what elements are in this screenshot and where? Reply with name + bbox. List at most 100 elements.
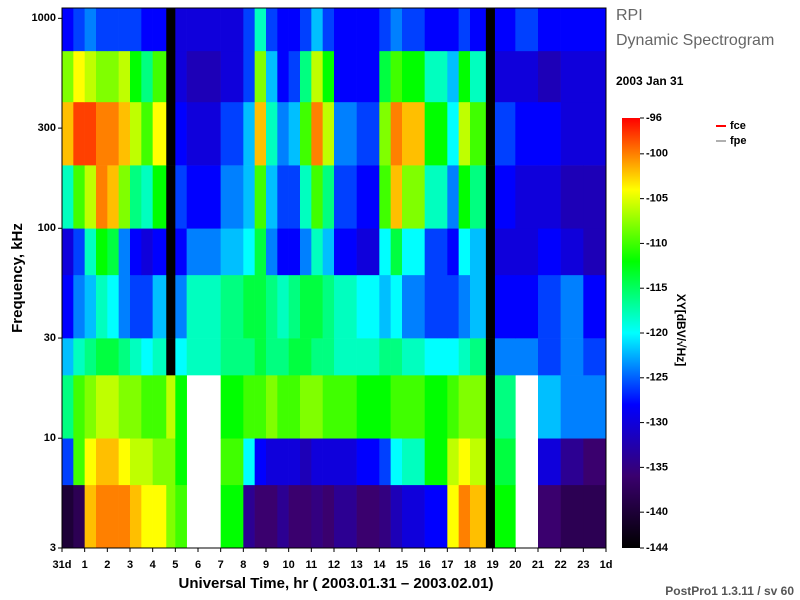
- heatmap-cell: [254, 375, 267, 439]
- heatmap-cell: [447, 338, 459, 376]
- heatmap-cell: [175, 228, 187, 276]
- heatmap-cell: [266, 228, 278, 276]
- heatmap-cell: [175, 101, 187, 166]
- heatmap-cell: [73, 101, 85, 166]
- heatmap-cell: [379, 165, 391, 229]
- y-tick-label: 3: [50, 542, 56, 554]
- colorbar-title: XY[dBV/√Hz]: [674, 294, 688, 367]
- heatmap-cell: [300, 274, 312, 339]
- heatmap-cell: [243, 228, 255, 276]
- heatmap-cell: [424, 8, 448, 52]
- heatmap-cell: [73, 484, 85, 549]
- x-tick-label: 16: [419, 559, 431, 571]
- heatmap-cell: [334, 438, 357, 486]
- heatmap-cell: [515, 228, 539, 276]
- heatmap-cell: [583, 338, 607, 376]
- heatmap-cell: [288, 274, 301, 339]
- x-tick-label: 1d: [600, 559, 613, 571]
- heatmap-cell: [424, 338, 448, 376]
- heatmap-cell: [485, 8, 496, 52]
- heatmap-cell: [118, 228, 131, 276]
- heatmap-cell: [186, 101, 221, 166]
- heatmap-cell: [186, 228, 221, 276]
- heatmap-cell: [458, 438, 471, 486]
- heatmap-cell: [73, 274, 85, 339]
- heatmap-cell: [288, 50, 301, 103]
- heatmap-cell: [118, 165, 131, 229]
- heatmap-cell: [96, 165, 108, 229]
- heatmap-cell: [254, 50, 267, 103]
- heatmap-cell: [73, 50, 85, 103]
- heatmap-cell: [402, 8, 425, 52]
- heatmap-cell: [84, 50, 97, 103]
- heatmap-cell: [130, 101, 142, 166]
- x-tick-label: 6: [195, 559, 201, 571]
- heatmap-cell: [515, 165, 539, 229]
- heatmap-cell: [130, 165, 142, 229]
- heatmap-cell: [560, 375, 584, 439]
- heatmap-cell: [322, 438, 335, 486]
- heatmap-cell: [107, 101, 119, 166]
- heatmap-cell: [334, 8, 357, 52]
- heatmap-cell: [424, 165, 448, 229]
- heatmap-cell: [322, 228, 335, 276]
- heatmap-cell: [447, 484, 459, 549]
- colorbar-tick-label: -96: [646, 112, 662, 124]
- heatmap-cell: [166, 228, 176, 276]
- heatmap-cell: [447, 375, 459, 439]
- heatmap-cell: [311, 228, 323, 276]
- heatmap-cell: [458, 484, 471, 549]
- heatmap-cell: [485, 375, 496, 439]
- heatmap-cell: [96, 338, 108, 376]
- heatmap-cell: [560, 438, 584, 486]
- heatmap-cell: [62, 50, 74, 103]
- heatmap-cell: [485, 228, 496, 276]
- heatmap-cell: [470, 438, 487, 486]
- heatmap-cell: [175, 484, 187, 549]
- heatmap-cell: [560, 274, 584, 339]
- heatmap-cell: [243, 165, 255, 229]
- heatmap-cell: [583, 50, 607, 103]
- heatmap-cell: [356, 8, 380, 52]
- heatmap-cell: [447, 101, 459, 166]
- heatmap-cell: [515, 338, 539, 376]
- heatmap-cell: [141, 338, 153, 376]
- heatmap-cell: [390, 165, 403, 229]
- heatmap-cell: [583, 101, 607, 166]
- heatmap-cell: [356, 101, 380, 166]
- heatmap-cell: [84, 375, 97, 439]
- heatmap-cell: [402, 484, 425, 549]
- heatmap-cell: [152, 484, 167, 549]
- heatmap-cell: [288, 375, 301, 439]
- heatmap-cell: [402, 274, 425, 339]
- y-axis-title: Frequency, kHz: [9, 223, 26, 333]
- heatmap-cell: [379, 101, 391, 166]
- heatmap-cell: [379, 438, 391, 486]
- heatmap-cell: [166, 438, 176, 486]
- heatmap-cell: [220, 228, 244, 276]
- heatmap-cell: [515, 101, 539, 166]
- heatmap-cell: [356, 375, 380, 439]
- heatmap-cell: [583, 228, 607, 276]
- y-tick-label: 1000: [32, 12, 56, 24]
- heatmap-cell: [560, 338, 584, 376]
- heatmap-cell: [538, 484, 561, 549]
- y-tick-label: 300: [38, 122, 56, 134]
- heatmap-cell: [152, 438, 167, 486]
- heatmap-cell: [322, 375, 335, 439]
- heatmap-cell: [424, 375, 448, 439]
- heatmap-cell: [277, 274, 289, 339]
- heatmap-cell: [322, 8, 335, 52]
- heatmap-cell: [311, 165, 323, 229]
- heatmap-cell: [390, 338, 403, 376]
- heatmap-cell: [118, 484, 131, 549]
- heatmap-cell: [243, 438, 255, 486]
- heatmap-cell: [515, 8, 539, 52]
- chart-subtitle: Dynamic Spectrogram: [616, 32, 774, 49]
- heatmap-cell: [96, 228, 108, 276]
- heatmap-cell: [334, 274, 357, 339]
- heatmap-cell: [220, 274, 244, 339]
- heatmap-cell: [266, 101, 278, 166]
- heatmap-cell: [277, 484, 289, 549]
